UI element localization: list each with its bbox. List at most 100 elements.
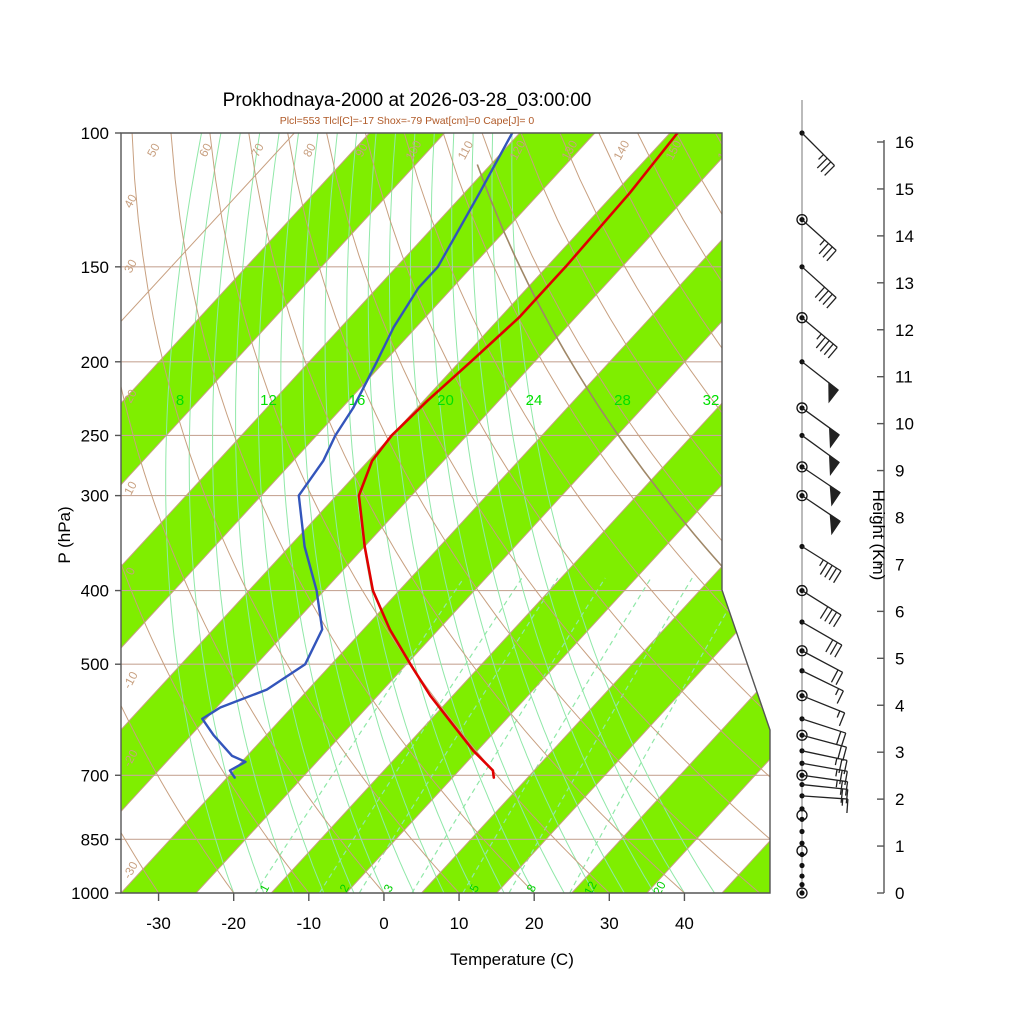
moist-adiabat-line	[346, 133, 475, 893]
height-tick-label: 13	[895, 274, 914, 293]
wind-level-circle	[796, 645, 808, 657]
pressure-tick-label: 200	[81, 353, 109, 372]
wind-barb	[801, 670, 844, 704]
isotherm-label-left: 10	[121, 479, 140, 498]
isotherm-line	[121, 133, 445, 893]
indices-subtitle: Plcl=553 Tlcl[C]=-17 Shox=-79 Pwat[cm]=0…	[280, 115, 535, 127]
isotherm-line	[121, 133, 521, 893]
dry-adiabat-label: 60	[196, 141, 215, 160]
dry-adiabat-line	[442, 133, 770, 893]
temperature-tick-label: 10	[450, 914, 469, 933]
mixing-ratio-line	[358, 577, 559, 893]
wind-barb	[801, 650, 844, 686]
wind-level-circle	[796, 402, 808, 414]
wind-level-dot	[799, 862, 805, 869]
height-tick-label: 1	[895, 837, 904, 856]
dry-adiabat-line	[170, 133, 535, 893]
isotherm-line	[121, 133, 295, 893]
mixing-ratio-label: 2	[337, 882, 353, 895]
dry-adiabat-label: 50	[144, 141, 163, 160]
shading-band	[421, 133, 770, 893]
height-tick-label: 2	[895, 790, 904, 809]
cape-shading-bands	[121, 133, 770, 893]
wind-barb	[801, 434, 840, 477]
isotherm-line	[571, 133, 770, 893]
temperature-tick-label: 30	[600, 914, 619, 933]
temperature-tick-label: 20	[525, 914, 544, 933]
dry-adiabat-line	[121, 133, 385, 893]
moist-adiabat-line	[409, 133, 565, 893]
wind-level-circle	[796, 461, 808, 473]
pressure-tick-label: 1000	[71, 884, 109, 903]
dry-adiabat-line	[287, 133, 760, 893]
dry-adiabat-line	[520, 133, 770, 893]
wind-barb	[801, 718, 847, 747]
height-tick-label: 0	[895, 884, 904, 903]
isotherm-line	[646, 133, 770, 893]
isotherm-line	[496, 133, 770, 893]
isotherm-line	[421, 133, 770, 893]
temperature-tick-label: -10	[297, 914, 322, 933]
isotherm-line	[121, 133, 671, 893]
isotherm-line	[270, 133, 770, 893]
wind-level-circle	[796, 690, 808, 702]
wind-level-circle	[796, 312, 808, 324]
moist-adiabat-line	[212, 133, 295, 893]
wind-barb	[801, 266, 837, 309]
pressure-tick-label: 400	[81, 582, 109, 601]
moist-adiabat-line	[389, 133, 535, 893]
dry-adiabat-line	[209, 133, 610, 893]
shading-band	[121, 133, 746, 893]
moist-adiabat-line	[367, 133, 505, 893]
wind-barb	[801, 495, 841, 536]
wind-level-circle	[796, 887, 808, 899]
dry-adiabat-line	[121, 133, 310, 893]
pressure-tick-label: 150	[81, 258, 109, 277]
height-tick-label: 9	[895, 462, 904, 481]
pressure-tick-label: 300	[81, 487, 109, 506]
wind-level-circle	[796, 584, 808, 597]
isotherm-label-left: 30	[121, 257, 140, 276]
wind-barb	[801, 590, 842, 628]
isotherm-label-left: 40	[121, 192, 140, 211]
temperature-tick-label: 0	[379, 914, 388, 933]
wind-level-dot	[799, 882, 805, 888]
shading-band	[121, 133, 445, 893]
dry-adiabat-label: 90	[352, 141, 371, 160]
wind-barb	[801, 695, 846, 727]
isotherm-label-left: 20	[121, 387, 140, 406]
wind-barb	[801, 795, 849, 814]
wind-barb-column	[796, 100, 849, 899]
pressure-tick-label: 100	[81, 124, 109, 143]
isotherm-line	[346, 133, 770, 893]
dry-adiabat-line	[403, 133, 770, 893]
moist-adiabat-line	[235, 133, 325, 893]
wind-barb	[801, 219, 837, 262]
height-tick-label: 12	[895, 321, 914, 340]
isotherm-lines	[121, 133, 770, 893]
isotherm-line	[121, 133, 746, 893]
shading-band	[121, 133, 770, 893]
temperature-tick-label: -20	[221, 914, 246, 933]
temperature-axis-label: Temperature (C)	[450, 950, 574, 969]
wind-barb	[801, 361, 839, 404]
pressure-tick-label: 500	[81, 655, 109, 674]
pressure-axis: 1000 850 700 500 400 300 250 200 150 100	[71, 124, 121, 903]
mixing-ratio-label: 1	[257, 882, 273, 895]
wind-barb	[801, 750, 848, 775]
wind-level-dot	[799, 890, 805, 896]
pressure-tick-label: 250	[81, 426, 109, 445]
wind-level-dot	[799, 828, 805, 835]
moist-adiabat-label: 24	[526, 392, 543, 409]
dry-adiabat-label: 80	[300, 141, 319, 160]
mixing-ratio-label: 5	[467, 882, 483, 895]
dewpoint-profile-line	[201, 133, 514, 779]
temperature-profile-line	[357, 133, 679, 779]
moist-adiabat-label: 20	[437, 392, 454, 409]
height-tick-label: 11	[895, 368, 913, 387]
wind-barb	[801, 621, 843, 658]
moist-adiabat-line	[511, 133, 715, 893]
moist-adiabat-label: 32	[703, 392, 720, 409]
